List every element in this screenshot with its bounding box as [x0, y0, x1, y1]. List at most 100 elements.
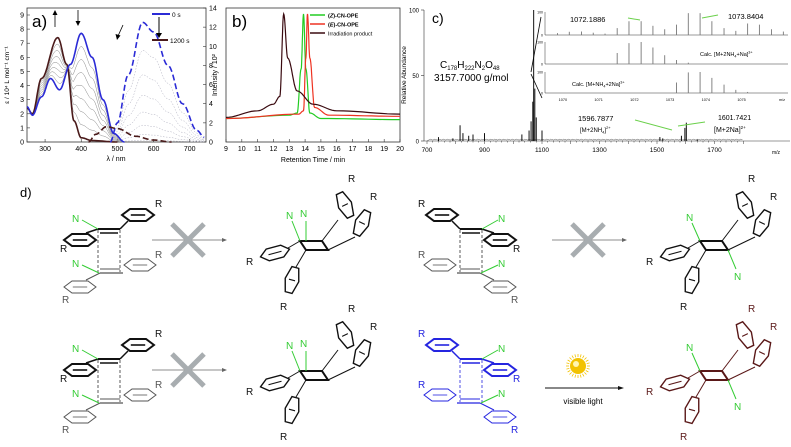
panel-b-xlabel: Retention Time / min [281, 157, 345, 164]
r-group-label: R [280, 302, 287, 313]
r-group-label: R [646, 257, 653, 268]
bond [687, 370, 701, 379]
nitrogen-label: N [498, 344, 505, 355]
y-tick-label: 1 [20, 125, 24, 132]
ring-double-bond [268, 380, 282, 386]
x-tick-label: 14 [301, 146, 309, 153]
emission-intermediate-line [110, 139, 205, 143]
panel-c-xlabel: m/z [772, 150, 781, 156]
inset-x-tick-label: 1070 [559, 98, 567, 102]
panel-a-frame [26, 7, 207, 143]
zoom-line-top [530, 16, 542, 73]
x-tick-label: 1300 [592, 147, 607, 154]
bond [327, 366, 356, 381]
r-group-label: R [748, 174, 755, 185]
y-right-tick-label: 2 [209, 120, 213, 127]
cyclobutane-ring [298, 240, 330, 251]
top-ring [424, 207, 460, 223]
bond [295, 379, 307, 398]
nitrile-bond [480, 394, 499, 404]
inset-y-tick-label: 0 [541, 34, 543, 38]
nitrile-bond [81, 349, 99, 360]
cyclobutane-ring [298, 370, 330, 381]
panel-b-label: b) [232, 12, 247, 31]
panel-c-ylabel: Relative Abundance [401, 46, 408, 104]
exp-leader1 [627, 17, 641, 21]
bottom-left-ring [63, 410, 97, 424]
r-group-label: R [155, 380, 162, 391]
nitrogen-label: N [686, 343, 693, 354]
nitrile-bond [81, 264, 100, 274]
emission-0s-line [109, 21, 205, 143]
r-group-label: R [62, 295, 69, 306]
bond [85, 358, 99, 364]
y-right-tick-label: 8 [209, 63, 213, 70]
legend-suffix: )-CN-OPE [334, 23, 359, 29]
bond [327, 236, 356, 251]
bond [479, 402, 495, 411]
legend-label: Irradiation product [328, 32, 373, 38]
legend-arrow-head [156, 33, 162, 38]
bottom-right-ring [423, 388, 457, 402]
x-tick-label: 1500 [650, 147, 665, 154]
inset-exp-label2: 1073.8404 [728, 12, 763, 21]
bond [727, 236, 756, 251]
peak1-leader [634, 119, 673, 131]
nitrogen-label: N [72, 214, 79, 225]
bond [721, 349, 739, 372]
peak1-ion: [M+2NH4]2+ [580, 125, 611, 135]
bond [695, 249, 707, 268]
cyclobutane-ring [698, 240, 730, 251]
ring-double-bond [668, 250, 682, 256]
x-tick-label: 11 [254, 146, 261, 153]
inset-x-tick-label: 1071 [594, 98, 602, 102]
product-ring [284, 265, 300, 295]
x-tick-label: 17 [349, 146, 357, 153]
absorption-intermediate-line [26, 59, 124, 143]
ring-double-bond [741, 333, 749, 337]
sun-ray [585, 359, 589, 362]
inset-x-tick-label: 1073 [666, 98, 674, 102]
r-group-label: R [370, 322, 377, 333]
legend-prefix: ( [328, 23, 330, 29]
r-group-label: R [155, 199, 162, 210]
product-ring [352, 338, 372, 368]
change-arrows [52, 10, 124, 40]
bottom-right-ring [123, 258, 157, 272]
bond [85, 402, 101, 411]
ring-double-bond [688, 278, 696, 282]
bond [295, 249, 307, 268]
absorption-intermediate-line [26, 43, 124, 143]
sun-ray [582, 373, 585, 377]
legend-label: (E)-CN-OPE [328, 23, 359, 29]
inset-x-tick-label: 1074 [702, 98, 710, 102]
nitrile-bond [291, 220, 301, 242]
bond [479, 272, 495, 281]
product-ring [352, 208, 372, 238]
r-group-label: R [60, 244, 67, 255]
bond [451, 350, 461, 360]
y-tick-label: 9 [20, 13, 24, 20]
ring-double-bond [758, 221, 766, 225]
product-ring [335, 320, 355, 350]
x-tick-label: 1700 [707, 147, 722, 154]
y-tick-label: 3 [20, 97, 24, 104]
molar-mass: 3157.7000 g/mol [434, 73, 509, 84]
x-tick-label: 700 [184, 146, 196, 153]
nitrogen-label: N [286, 211, 293, 222]
r-group-label: R [370, 192, 377, 203]
peak1-mz: 1596.7877 [578, 114, 613, 123]
product-ring [284, 395, 300, 425]
nitrogen-label: N [498, 214, 505, 225]
nitrile-bond [81, 219, 99, 230]
emission-intermediate-line [110, 134, 205, 143]
product-ring [735, 190, 755, 220]
product-ring [659, 374, 691, 392]
y-tick-label: 7 [20, 41, 24, 48]
r-group-label: R [246, 387, 253, 398]
product-ring [259, 244, 291, 262]
x-tick-label: 900 [479, 147, 490, 154]
nitrogen-label: N [300, 339, 307, 350]
